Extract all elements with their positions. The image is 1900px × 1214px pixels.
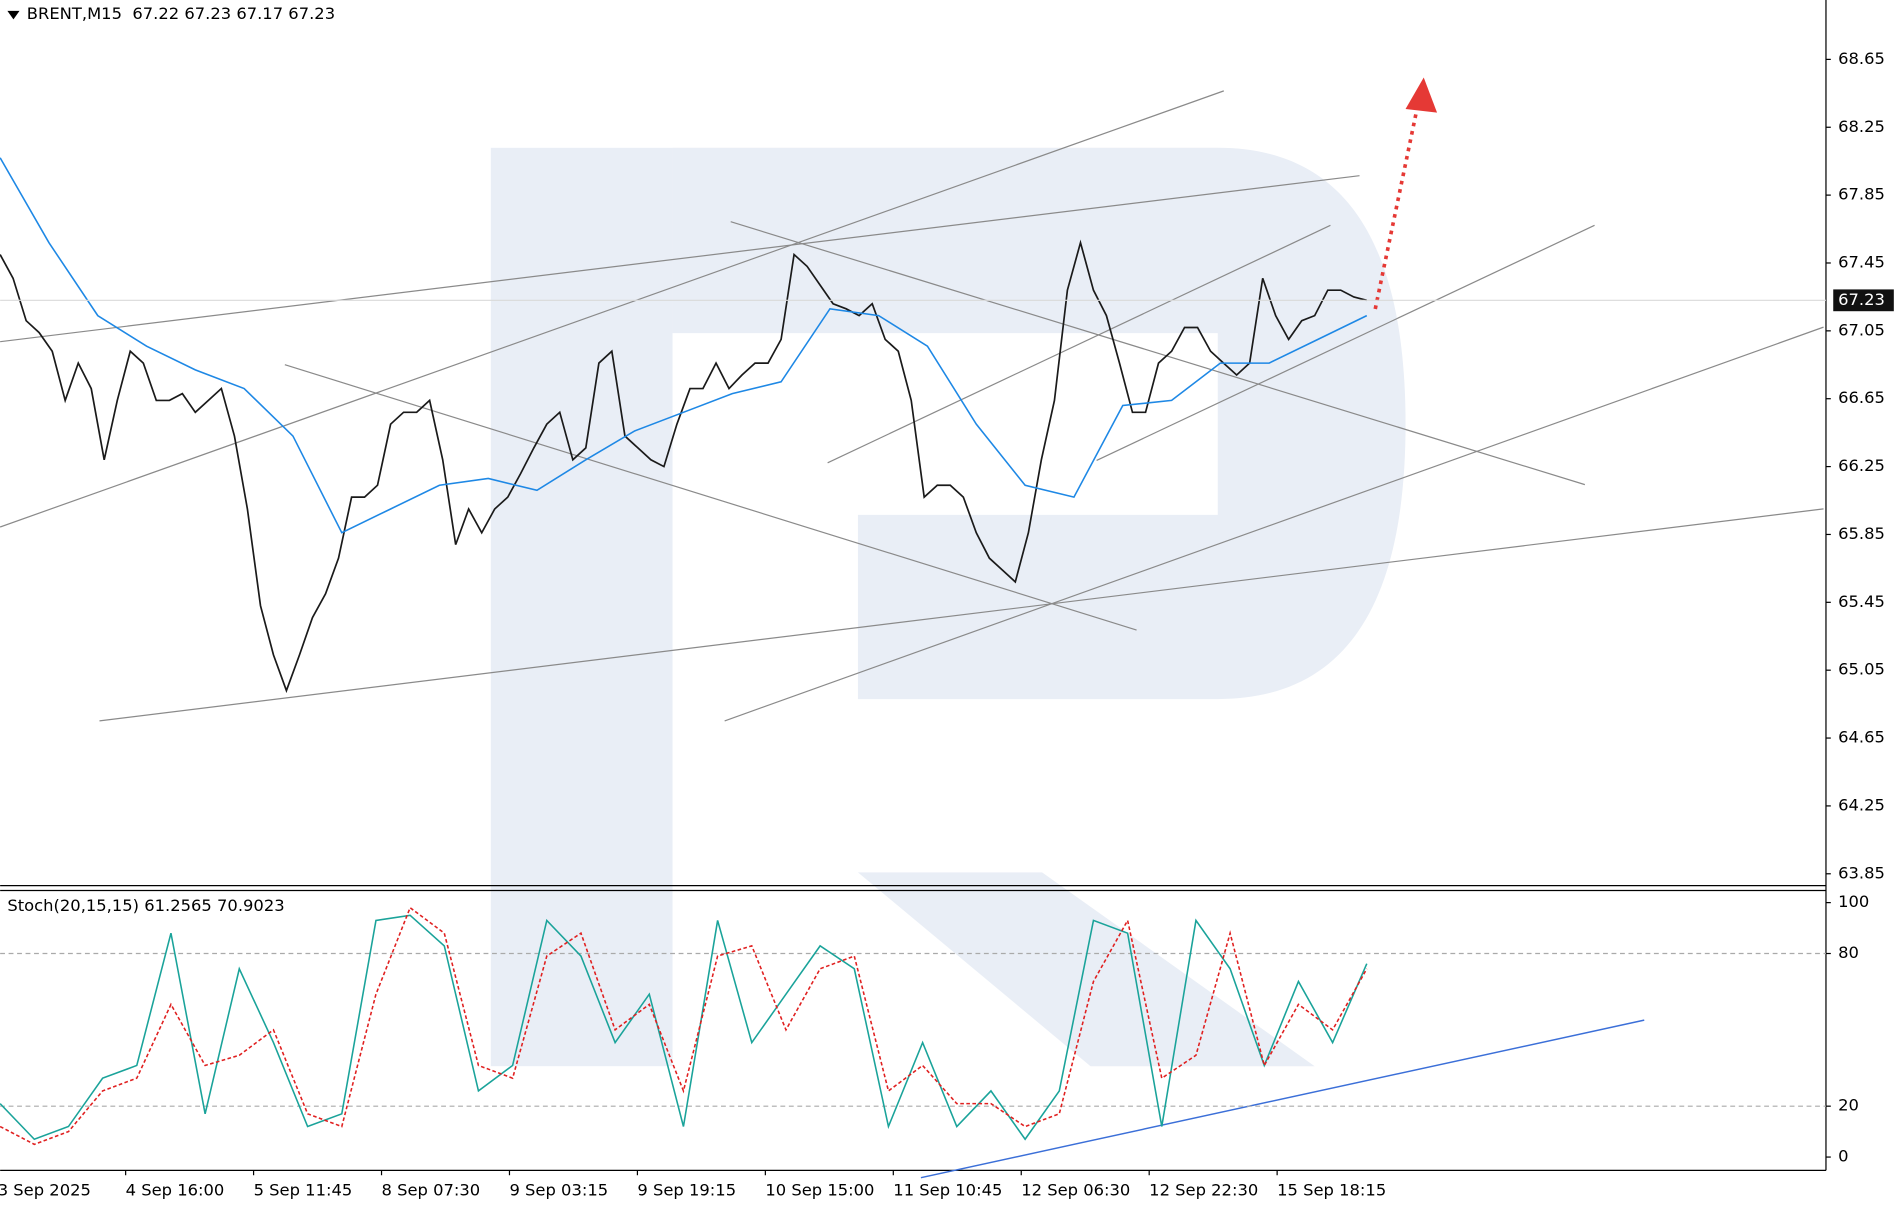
x-tick-label: 11 Sep 10:45 <box>893 1180 1002 1199</box>
y-tick-label: 67.45 <box>1838 252 1885 271</box>
y-tick-label: 66.25 <box>1838 456 1885 475</box>
y-tick-label: 65.45 <box>1838 592 1885 611</box>
y-tick-label: 100 <box>1838 892 1869 911</box>
x-tick-label: 3 Sep 2025 <box>0 1180 91 1199</box>
x-tick-label: 8 Sep 07:30 <box>382 1180 481 1199</box>
collapse-icon[interactable] <box>7 10 20 20</box>
y-tick-label: 64.65 <box>1838 728 1885 747</box>
y-tick-label: 66.65 <box>1838 388 1885 407</box>
forecast-arrow <box>1373 77 1438 310</box>
y-tick-label: 68.25 <box>1838 117 1885 136</box>
watermark <box>490 147 1406 1067</box>
trend-lines <box>0 90 1824 1179</box>
last-price-label: 67.23 <box>1838 290 1885 309</box>
series-line <box>0 157 1368 534</box>
x-tick-label: 4 Sep 16:00 <box>126 1180 225 1199</box>
symbol-header: BRENT,M15 67.22 67.23 67.17 67.23 <box>27 4 335 23</box>
series-line <box>0 239 1367 694</box>
y-tick-label: 67.85 <box>1838 185 1885 204</box>
indicator-header: Stoch(20,15,15) 61.2565 70.9023 <box>7 896 284 915</box>
y-tick-label: 65.85 <box>1838 524 1885 543</box>
y-tick-label: 0 <box>1838 1147 1848 1166</box>
y-tick-label: 20 <box>1838 1096 1859 1115</box>
y-tick-label: 64.25 <box>1838 795 1885 814</box>
y-tick-label: 67.05 <box>1838 320 1885 339</box>
y-tick-label: 63.85 <box>1838 863 1885 882</box>
y-tick-label: 80 <box>1838 943 1859 962</box>
x-tick-label: 15 Sep 18:15 <box>1277 1180 1386 1199</box>
x-tick-label: 10 Sep 15:00 <box>765 1180 874 1199</box>
x-tick-label: 5 Sep 11:45 <box>254 1180 353 1199</box>
x-tick-label: 9 Sep 19:15 <box>637 1180 736 1199</box>
last-price-box <box>1833 289 1894 312</box>
x-tick-label: 12 Sep 22:30 <box>1149 1180 1258 1199</box>
series-line <box>0 906 1368 1146</box>
series-line <box>0 914 1368 1141</box>
y-tick-label: 65.05 <box>1838 660 1885 679</box>
x-tick-label: 9 Sep 03:15 <box>509 1180 608 1199</box>
x-tick-label: 12 Sep 06:30 <box>1021 1180 1130 1199</box>
y-tick-label: 68.65 <box>1838 49 1885 68</box>
